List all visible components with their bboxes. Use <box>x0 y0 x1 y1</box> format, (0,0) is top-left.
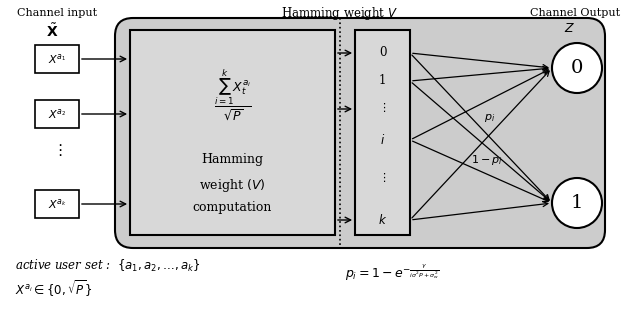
Text: $\vdots$: $\vdots$ <box>378 101 387 114</box>
Text: Channel input: Channel input <box>17 8 97 18</box>
Text: 0: 0 <box>571 59 583 77</box>
Text: computation: computation <box>193 201 272 215</box>
Circle shape <box>552 178 602 228</box>
Text: $\dfrac{\sum_{i=1}^{k} X_t^{a_i}}{\sqrt{P}}$: $\dfrac{\sum_{i=1}^{k} X_t^{a_i}}{\sqrt{… <box>214 68 252 122</box>
Text: $X^{a_1}$: $X^{a_1}$ <box>48 52 67 66</box>
Text: $X^{a_k}$: $X^{a_k}$ <box>47 197 67 211</box>
Text: $k$: $k$ <box>378 213 387 227</box>
Circle shape <box>552 43 602 93</box>
Text: 1: 1 <box>379 75 386 88</box>
Text: $i$: $i$ <box>380 133 385 147</box>
Text: 1: 1 <box>571 194 583 212</box>
Text: $\vdots$: $\vdots$ <box>378 171 387 184</box>
Text: $X^{a_i} \in \{0, \sqrt{P}\}$: $X^{a_i} \in \{0, \sqrt{P}\}$ <box>15 278 92 299</box>
Bar <box>35 45 79 73</box>
Text: $Z$: $Z$ <box>564 22 575 35</box>
Text: $p_i$: $p_i$ <box>484 112 495 124</box>
Text: $\vdots$: $\vdots$ <box>52 142 62 158</box>
Text: $1-p_i$: $1-p_i$ <box>471 153 503 167</box>
FancyBboxPatch shape <box>115 18 605 248</box>
Bar <box>35 100 79 128</box>
FancyBboxPatch shape <box>130 30 335 235</box>
Text: $X^{a_2}$: $X^{a_2}$ <box>48 107 67 121</box>
Text: $p_i = 1 - e^{-\frac{\gamma}{i\sigma^2 P + \sigma^2_w}}$: $p_i = 1 - e^{-\frac{\gamma}{i\sigma^2 P… <box>345 262 440 283</box>
Text: weight $(V)$: weight $(V)$ <box>199 177 266 194</box>
Text: Channel Output: Channel Output <box>530 8 620 18</box>
Bar <box>35 190 79 218</box>
Text: Hamming weight $V$: Hamming weight $V$ <box>282 5 399 22</box>
Text: Hamming: Hamming <box>202 153 264 166</box>
Text: 0: 0 <box>379 46 387 60</box>
Text: $\tilde{\mathbf{X}}$: $\tilde{\mathbf{X}}$ <box>46 22 58 40</box>
Text: active user set :  $\{a_1, a_2, \ldots, a_k\}$: active user set : $\{a_1, a_2, \ldots, a… <box>15 258 200 274</box>
FancyBboxPatch shape <box>355 30 410 235</box>
